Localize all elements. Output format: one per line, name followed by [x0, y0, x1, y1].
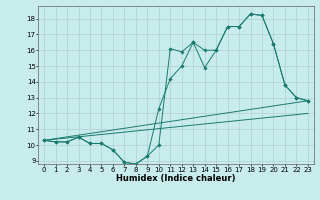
X-axis label: Humidex (Indice chaleur): Humidex (Indice chaleur): [116, 174, 236, 183]
